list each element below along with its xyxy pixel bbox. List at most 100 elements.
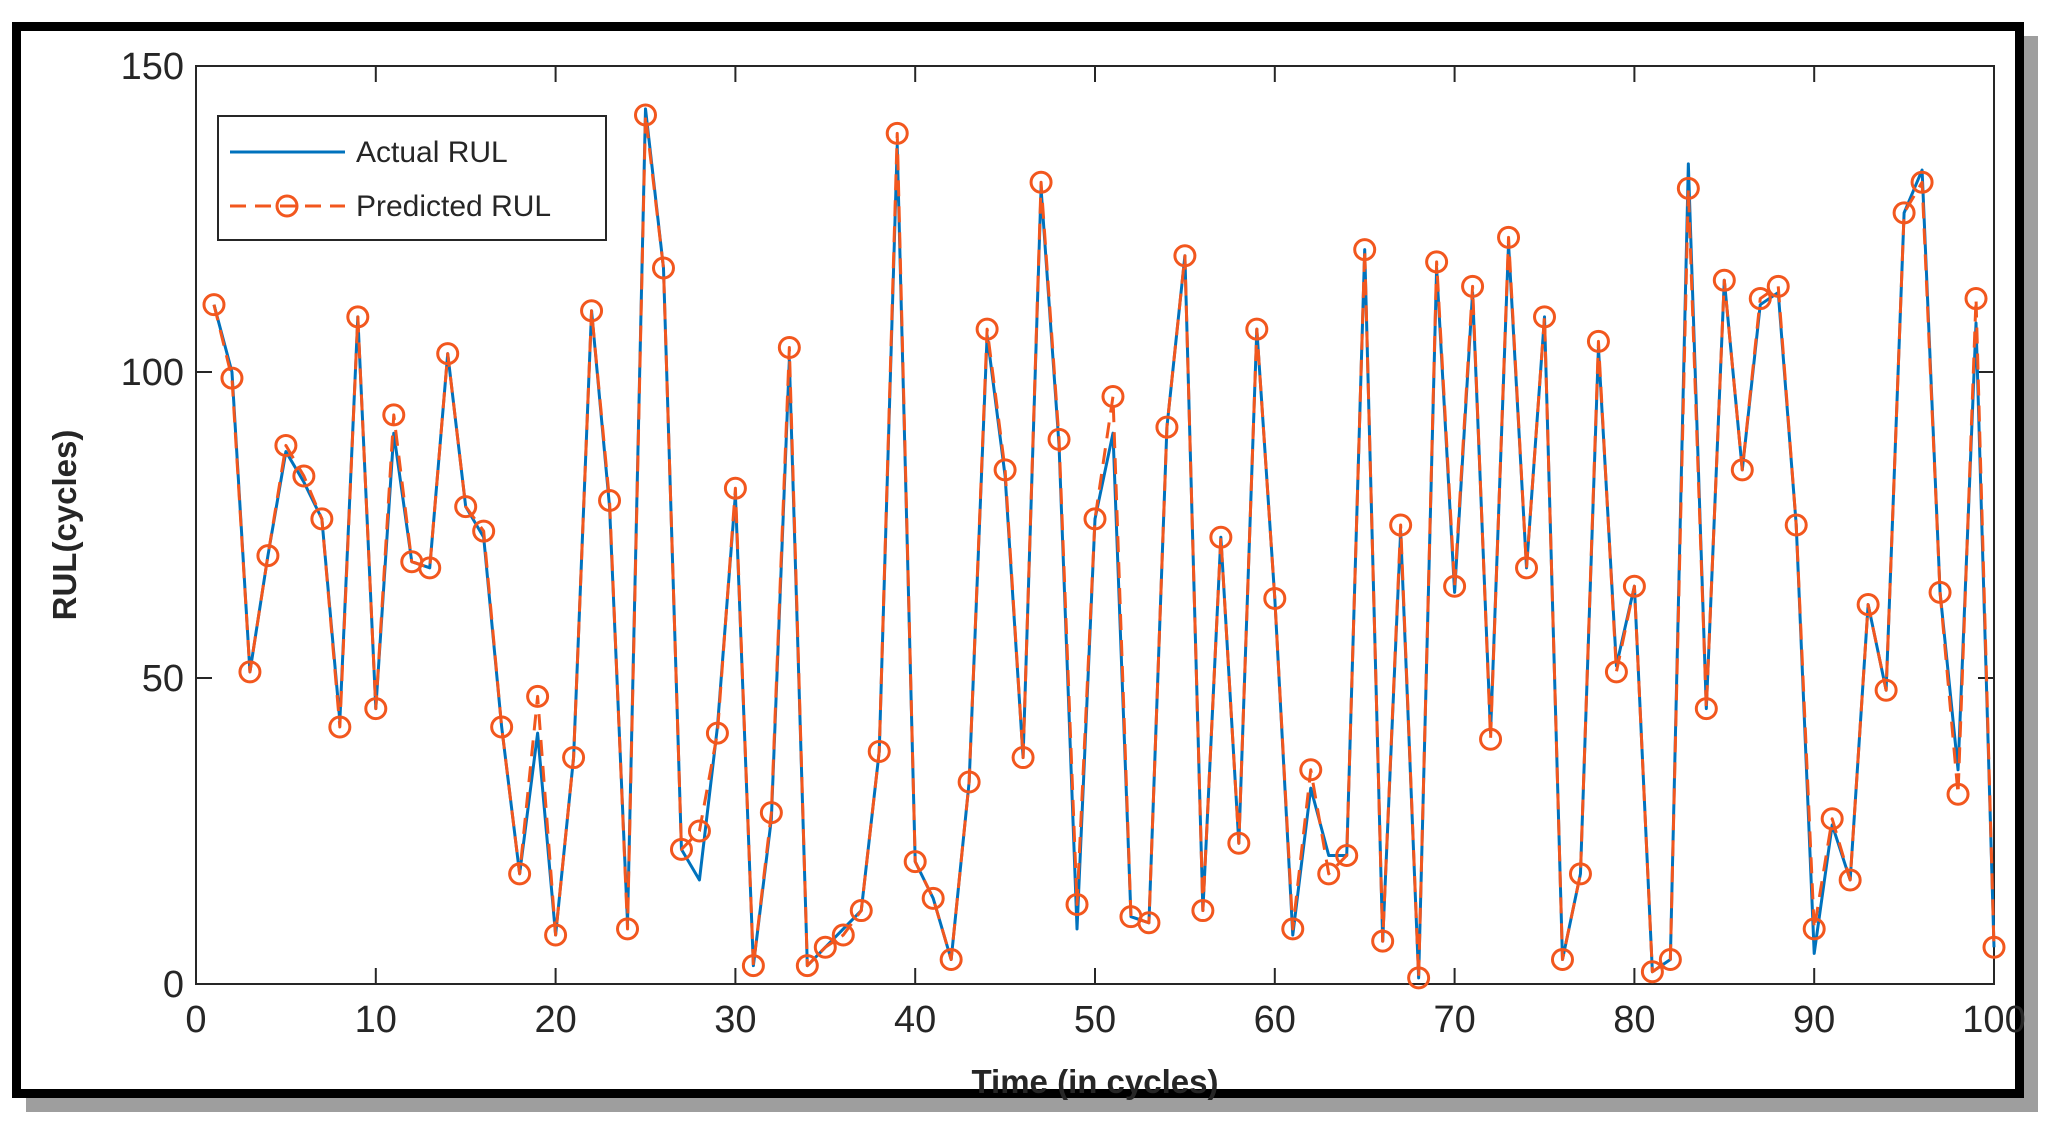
predicted-rul-point [1892, 201, 1916, 225]
predicted-rul-point [1982, 935, 2006, 959]
predicted-rul-point [220, 366, 244, 390]
predicted-rul-point [1820, 807, 1844, 831]
x-tick-label: 80 [1613, 999, 1655, 1041]
predicted-rul-point [202, 293, 226, 317]
predicted-rul-point [957, 770, 981, 794]
predicted-rul-point [723, 476, 747, 500]
predicted-rul-point [256, 544, 280, 568]
legend-predicted-label: Predicted RUL [356, 190, 551, 223]
predicted-rul-point [490, 715, 514, 739]
predicted-rul-point [1748, 287, 1772, 311]
x-axis-ticks: 0 10 20 30 40 50 60 70 80 90 100 [185, 66, 2026, 1041]
predicted-rul-point [1425, 250, 1449, 274]
predicted-rul-point [867, 739, 891, 763]
predicted-rul-point [669, 837, 693, 861]
predicted-rul-point [1515, 556, 1539, 580]
predicted-rul-point [777, 336, 801, 360]
x-tick-label: 0 [185, 999, 206, 1041]
predicted-rul-point [1191, 899, 1215, 923]
predicted-rul-point [1299, 758, 1323, 782]
predicted-rul-point [1874, 678, 1898, 702]
predicted-rul-point [795, 954, 819, 978]
legend: Actual RUL Predicted RUL [217, 115, 607, 241]
predicted-rul-point [292, 464, 316, 488]
predicted-rul-point [1083, 507, 1107, 531]
predicted-rul-point [1245, 317, 1269, 341]
predicted-rul-point [544, 923, 568, 947]
predicted-rul-point [1856, 593, 1880, 617]
predicted-rul-point [472, 519, 496, 543]
x-tick-label: 60 [1254, 999, 1296, 1041]
y-tick-label: 50 [142, 658, 184, 700]
predicted-rul-point [418, 556, 442, 580]
y-axis-ticks: 0 50 100 150 [121, 46, 1994, 1006]
predicted-rul-point [1407, 966, 1431, 990]
predicted-rul-point [634, 103, 657, 127]
predicted-rul-point [1047, 427, 1071, 451]
predicted-rul-point [885, 121, 909, 145]
legend-predicted-marker [275, 194, 299, 218]
predicted-rul-point [580, 299, 604, 323]
predicted-rul-point [1676, 176, 1700, 200]
predicted-rul-point [759, 801, 783, 825]
predicted-rul-point [1479, 727, 1503, 751]
predicted-rul-point [1173, 244, 1197, 268]
predicted-rul-point [1802, 917, 1826, 941]
predicted-rul-point [1389, 513, 1413, 537]
predicted-rul-point [1946, 782, 1970, 806]
predicted-rul-point [1101, 384, 1125, 408]
predicted-rul-point [562, 746, 586, 770]
predicted-rul-point [1730, 458, 1754, 482]
legend-box [217, 115, 607, 241]
x-tick-label: 40 [894, 999, 936, 1041]
predicted-rul-point [382, 403, 406, 427]
x-axis-label: Time (in cycles) [971, 1063, 1218, 1100]
predicted-rul-point [1533, 305, 1556, 329]
predicted-rul-point [1766, 274, 1790, 298]
predicted-rul-point [1227, 831, 1251, 855]
predicted-rul-point [1155, 415, 1179, 439]
predicted-rul-point [616, 917, 640, 941]
predicted-rul-point [364, 697, 388, 721]
x-tick-label: 10 [355, 999, 397, 1041]
predicted-rul-point [1209, 525, 1233, 549]
predicted-rul-point [436, 342, 460, 366]
predicted-rul-point [1371, 929, 1395, 953]
predicted-rul-point [849, 899, 873, 923]
predicted-rul-point [651, 256, 675, 280]
predicted-rul-point [1137, 911, 1161, 935]
predicted-rul-point [1011, 746, 1035, 770]
series-predicted-rul-line [212, 113, 1996, 980]
predicted-rul-point [831, 923, 855, 947]
x-tick-label: 50 [1074, 999, 1116, 1041]
predicted-rul-point [939, 948, 963, 972]
x-tick-label: 90 [1793, 999, 1835, 1041]
predicted-rul-point [328, 715, 352, 739]
predicted-rul-point [1658, 948, 1682, 972]
predicted-rul-point [454, 495, 478, 519]
predicted-rul-point [238, 660, 262, 684]
predicted-rul-point [1550, 948, 1574, 972]
predicted-rul-point [1640, 960, 1664, 984]
predicted-rul-point [1928, 580, 1952, 604]
predicted-rul-point [1497, 225, 1521, 249]
predicted-rul-point [921, 886, 945, 910]
y-tick-label: 100 [121, 352, 184, 394]
predicted-rul-point [1263, 586, 1287, 610]
y-tick-label: 0 [163, 964, 184, 1006]
predicted-rul-point [310, 507, 334, 531]
predicted-rul-point [1586, 329, 1610, 353]
predicted-rul-point [598, 489, 622, 513]
predicted-rul-point [687, 819, 711, 843]
series-layer [202, 103, 2006, 990]
predicted-rul-point [741, 954, 765, 978]
predicted-rul-point [1784, 513, 1808, 537]
predicted-rul-point [1281, 917, 1305, 941]
predicted-rul-point [1353, 238, 1377, 262]
predicted-rul-point [1335, 843, 1359, 867]
x-tick-label: 100 [1962, 999, 2025, 1041]
predicted-rul-point [705, 721, 729, 745]
predicted-rul-point [1694, 697, 1718, 721]
predicted-rul-point [508, 862, 532, 886]
